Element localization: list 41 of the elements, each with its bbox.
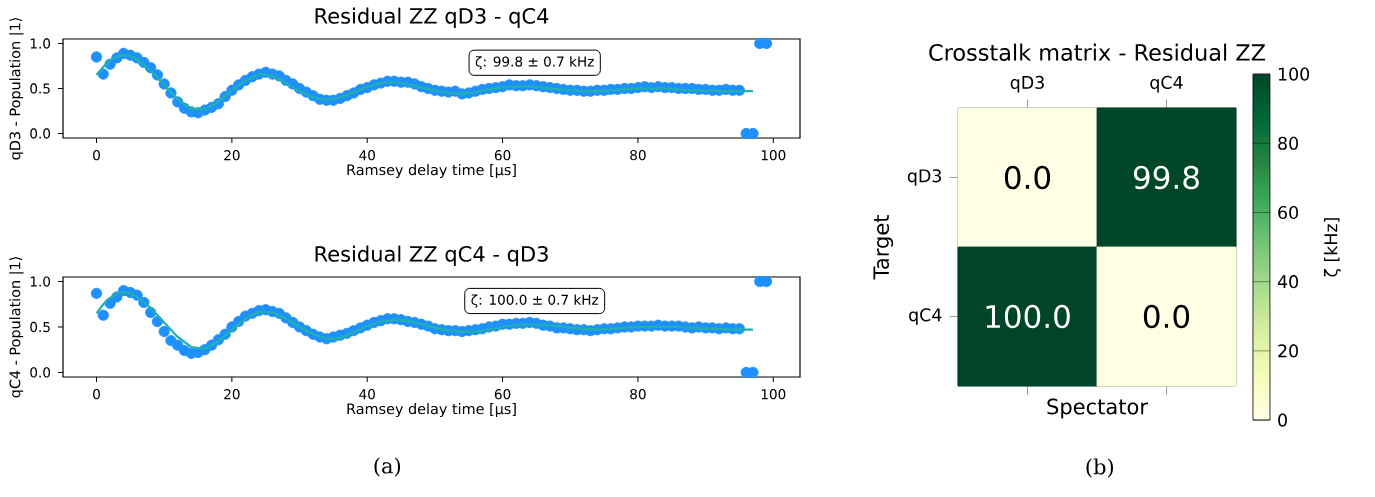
x-tick-label: 40	[359, 389, 375, 400]
x-tick-label: 100	[761, 150, 786, 161]
color-bar-label: 20	[1278, 344, 1298, 358]
x-tick-label: 40	[359, 150, 375, 161]
annotation: ζ: 100.0 ± 0.7 kHz	[471, 294, 599, 308]
color-bar-label: 80	[1278, 136, 1298, 150]
chart-title: Residual ZZ qD3 - qC4	[315, 7, 549, 28]
color-bar-label: 0	[1278, 413, 1287, 427]
x-tick-label: 100	[761, 389, 786, 400]
x-tick-label: 80	[630, 150, 646, 161]
data-label: 100.0	[986, 304, 1070, 329]
x-tick-label: 20	[224, 150, 240, 161]
y-tick-label: 0.5	[30, 321, 50, 333]
text: (a)	[374, 457, 401, 477]
color-bar-label: 60	[1278, 205, 1298, 220]
x-axis-title: Spectator	[1047, 398, 1148, 419]
x-axis-title: Ramsey delay time [µs]	[347, 403, 516, 417]
data-label: 0.0	[1143, 304, 1190, 329]
x-tick-label: 60	[494, 389, 511, 400]
y-axis-title: qC4 - Population |1⟩	[9, 256, 24, 398]
data-label: 99.8	[1133, 165, 1199, 190]
y-tick-label: 1.0	[30, 38, 51, 49]
y-tick-label: 1.0	[30, 276, 51, 287]
color-bar-title: ζ [kHz]	[1323, 218, 1341, 277]
annotation: ζ: 99.8 ± 0.7 kHz	[475, 56, 594, 70]
x-axis-title: Ramsey delay time [µs]	[347, 164, 516, 178]
y-axis-title: qD3 - Population |1⟩	[9, 17, 24, 160]
y-axis-title: Target	[873, 215, 894, 280]
y-tick-label: 0.0	[30, 128, 51, 139]
x-tick-label: 20	[224, 389, 240, 400]
chart-title: Crosstalk matrix - Residual ZZ	[929, 43, 1265, 61]
x-tick-label: 60	[494, 150, 511, 161]
y-tick-label: 0.0	[30, 367, 51, 378]
data-label: 0.0	[1004, 165, 1051, 190]
x-tick-label: 0	[93, 389, 100, 400]
color-bar-label: 40	[1277, 275, 1298, 289]
chart-title: Residual ZZ qC4 - qD3	[315, 245, 548, 266]
text: (b)	[1086, 458, 1114, 478]
x-tick-label: 0	[93, 150, 100, 161]
y-tick-label: 0.5	[30, 83, 50, 94]
x-tick-label: 80	[630, 389, 646, 400]
